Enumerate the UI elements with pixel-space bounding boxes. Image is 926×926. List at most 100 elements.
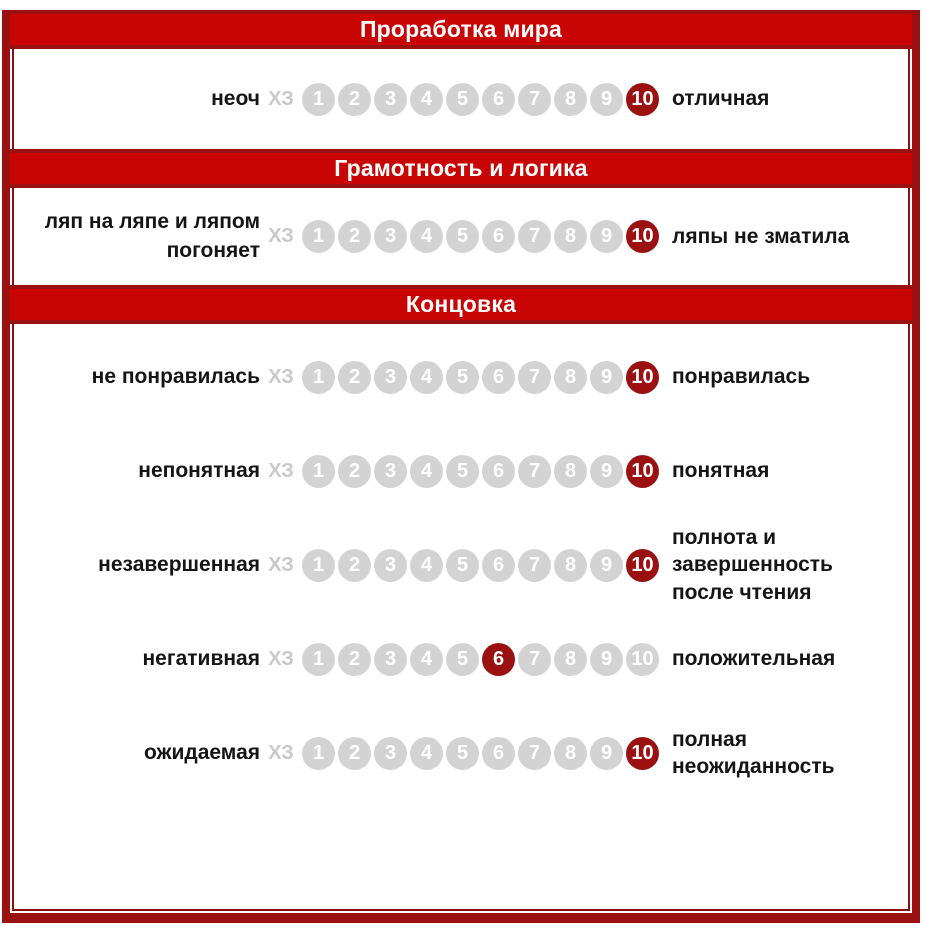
rating-circle-10-selected[interactable]: 10 — [626, 454, 659, 488]
rating-row: непонятная ХЗ 1 2 3 4 5 6 7 8 9 10 понятная — [14, 424, 908, 518]
rating-circle-4[interactable]: 4 — [410, 454, 443, 488]
rating-circle-10-selected[interactable]: 10 — [626, 82, 659, 116]
rating-scale: 1 2 3 4 5 6 7 8 9 10 — [302, 548, 666, 582]
rating-circle-5[interactable]: 5 — [446, 220, 479, 253]
rating-circle-2[interactable]: 2 — [338, 220, 371, 253]
rating-circle-8[interactable]: 8 — [554, 548, 587, 582]
section-title: Проработка мира — [359, 16, 563, 42]
rating-circle-3[interactable]: 3 — [374, 736, 407, 770]
rating-high-label: понятная — [672, 459, 770, 483]
rating-circle-1[interactable]: 1 — [302, 548, 335, 582]
rating-circle-9[interactable]: 9 — [590, 736, 623, 770]
rating-circle-3[interactable]: 3 — [374, 642, 407, 676]
rating-circle-2[interactable]: 2 — [338, 642, 371, 676]
rating-circle-6[interactable]: 6 — [482, 736, 515, 770]
rating-circle-5[interactable]: 5 — [446, 454, 479, 488]
rating-scale: 1 2 3 4 5 6 7 8 9 10 — [302, 642, 666, 676]
rating-circle-6[interactable]: 6 — [482, 82, 515, 116]
rating-circle-6[interactable]: 6 — [482, 220, 515, 253]
rating-low-label: ожидаемая — [144, 740, 260, 764]
section-title: Грамотность и логика — [334, 155, 588, 181]
rating-high-label: ляпы не зматила — [672, 224, 850, 248]
rating-circle-3[interactable]: 3 — [374, 82, 407, 116]
rating-row: ожидаемая ХЗ 1 2 3 4 5 6 7 8 9 10 полная неожидан… — [14, 706, 908, 800]
rating-circle-1[interactable]: 1 — [302, 736, 335, 770]
rating-scale: 1 2 3 4 5 6 7 8 9 10 — [302, 82, 666, 116]
rating-circle-9[interactable]: 9 — [590, 642, 623, 676]
rating-circle-8[interactable]: 8 — [554, 454, 587, 488]
rating-circle-7[interactable]: 7 — [518, 642, 551, 676]
rating-circle-4[interactable]: 4 — [410, 82, 443, 116]
rating-circle-1[interactable]: 1 — [302, 642, 335, 676]
unknown-option[interactable]: ХЗ — [268, 365, 294, 388]
rating-circle-8[interactable]: 8 — [554, 736, 587, 770]
rating-circle-2[interactable]: 2 — [338, 736, 371, 770]
rating-circle-6[interactable]: 6 — [482, 548, 515, 582]
rating-circle-2[interactable]: 2 — [338, 548, 371, 582]
rating-circle-9[interactable]: 9 — [590, 360, 623, 394]
rating-circle-1[interactable]: 1 — [302, 454, 335, 488]
rating-circle-7[interactable]: 7 — [518, 82, 551, 116]
rating-circle-5[interactable]: 5 — [446, 548, 479, 582]
rating-section: Концовка не понравилась ХЗ 1 2 3 4 5 6 7 8 9 10 п… — [10, 285, 912, 911]
rating-circle-4[interactable]: 4 — [410, 642, 443, 676]
rating-circle-4[interactable]: 4 — [410, 736, 443, 770]
rating-row: незавершенная ХЗ 1 2 3 4 5 6 7 8 9 10 полнота и з… — [14, 518, 908, 612]
rating-circle-3[interactable]: 3 — [374, 548, 407, 582]
rating-circle-3[interactable]: 3 — [374, 454, 407, 488]
rating-circle-9[interactable]: 9 — [590, 220, 623, 253]
unknown-option[interactable]: ХЗ — [268, 741, 294, 764]
rating-circle-7[interactable]: 7 — [518, 220, 551, 253]
section-header: Проработка мира — [10, 10, 912, 49]
unknown-option[interactable]: ХЗ — [268, 647, 294, 670]
rating-circle-5[interactable]: 5 — [446, 642, 479, 676]
rating-circle-3[interactable]: 3 — [374, 220, 407, 253]
rating-circle-10-selected[interactable]: 10 — [626, 548, 659, 582]
rating-circle-4[interactable]: 4 — [410, 360, 443, 394]
rating-high-label: отличная — [672, 87, 770, 111]
rating-circle-4[interactable]: 4 — [410, 548, 443, 582]
rating-circle-7[interactable]: 7 — [518, 548, 551, 582]
rating-circle-10[interactable]: 10 — [626, 642, 659, 676]
rating-circle-2[interactable]: 2 — [338, 82, 371, 116]
rating-circle-10-selected[interactable]: 10 — [626, 220, 659, 253]
unknown-option[interactable]: ХЗ — [268, 87, 294, 110]
rating-scale: 1 2 3 4 5 6 7 8 9 10 — [302, 220, 666, 253]
rating-circle-8[interactable]: 8 — [554, 220, 587, 253]
rating-circle-2[interactable]: 2 — [338, 360, 371, 394]
rating-circle-7[interactable]: 7 — [518, 736, 551, 770]
rating-row: негативная ХЗ 1 2 3 4 5 6 7 8 9 10 положительная — [14, 612, 908, 706]
rating-circle-5[interactable]: 5 — [446, 736, 479, 770]
rating-circle-9[interactable]: 9 — [590, 82, 623, 116]
unknown-option[interactable]: ХЗ — [268, 459, 294, 482]
rating-circle-2[interactable]: 2 — [338, 454, 371, 488]
rating-circle-1[interactable]: 1 — [302, 82, 335, 116]
rating-circle-5[interactable]: 5 — [446, 82, 479, 116]
rating-circle-9[interactable]: 9 — [590, 548, 623, 582]
rating-circle-4[interactable]: 4 — [410, 220, 443, 253]
rating-high-label: полная неожиданность — [672, 727, 835, 778]
rating-circle-8[interactable]: 8 — [554, 360, 587, 394]
rating-low-label: неоч — [211, 86, 260, 110]
rating-circle-3[interactable]: 3 — [374, 360, 407, 394]
section-body: не понравилась ХЗ 1 2 3 4 5 6 7 8 9 10 понравилас… — [12, 324, 910, 911]
rating-circle-6-selected[interactable]: 6 — [482, 642, 515, 676]
rating-circle-1[interactable]: 1 — [302, 220, 335, 253]
rating-circle-7[interactable]: 7 — [518, 360, 551, 394]
unknown-option[interactable]: ХЗ — [268, 553, 294, 576]
rating-circle-6[interactable]: 6 — [482, 454, 515, 488]
rating-circle-10-selected[interactable]: 10 — [626, 736, 659, 770]
rating-section: Проработка мира неоч ХЗ 1 2 3 4 5 6 7 8 9 10 отли… — [10, 10, 912, 149]
rating-high-label: полнота и завершенность после чтения — [672, 526, 833, 604]
unknown-option[interactable]: ХЗ — [268, 225, 294, 247]
rating-circle-10-selected[interactable]: 10 — [626, 360, 659, 394]
rating-circle-5[interactable]: 5 — [446, 360, 479, 394]
rating-circle-1[interactable]: 1 — [302, 360, 335, 394]
rating-circle-9[interactable]: 9 — [590, 454, 623, 488]
rating-circle-8[interactable]: 8 — [554, 642, 587, 676]
rating-circle-7[interactable]: 7 — [518, 454, 551, 488]
rating-circle-8[interactable]: 8 — [554, 82, 587, 116]
rating-circle-6[interactable]: 6 — [482, 360, 515, 394]
section-title: Концовка — [405, 291, 517, 317]
